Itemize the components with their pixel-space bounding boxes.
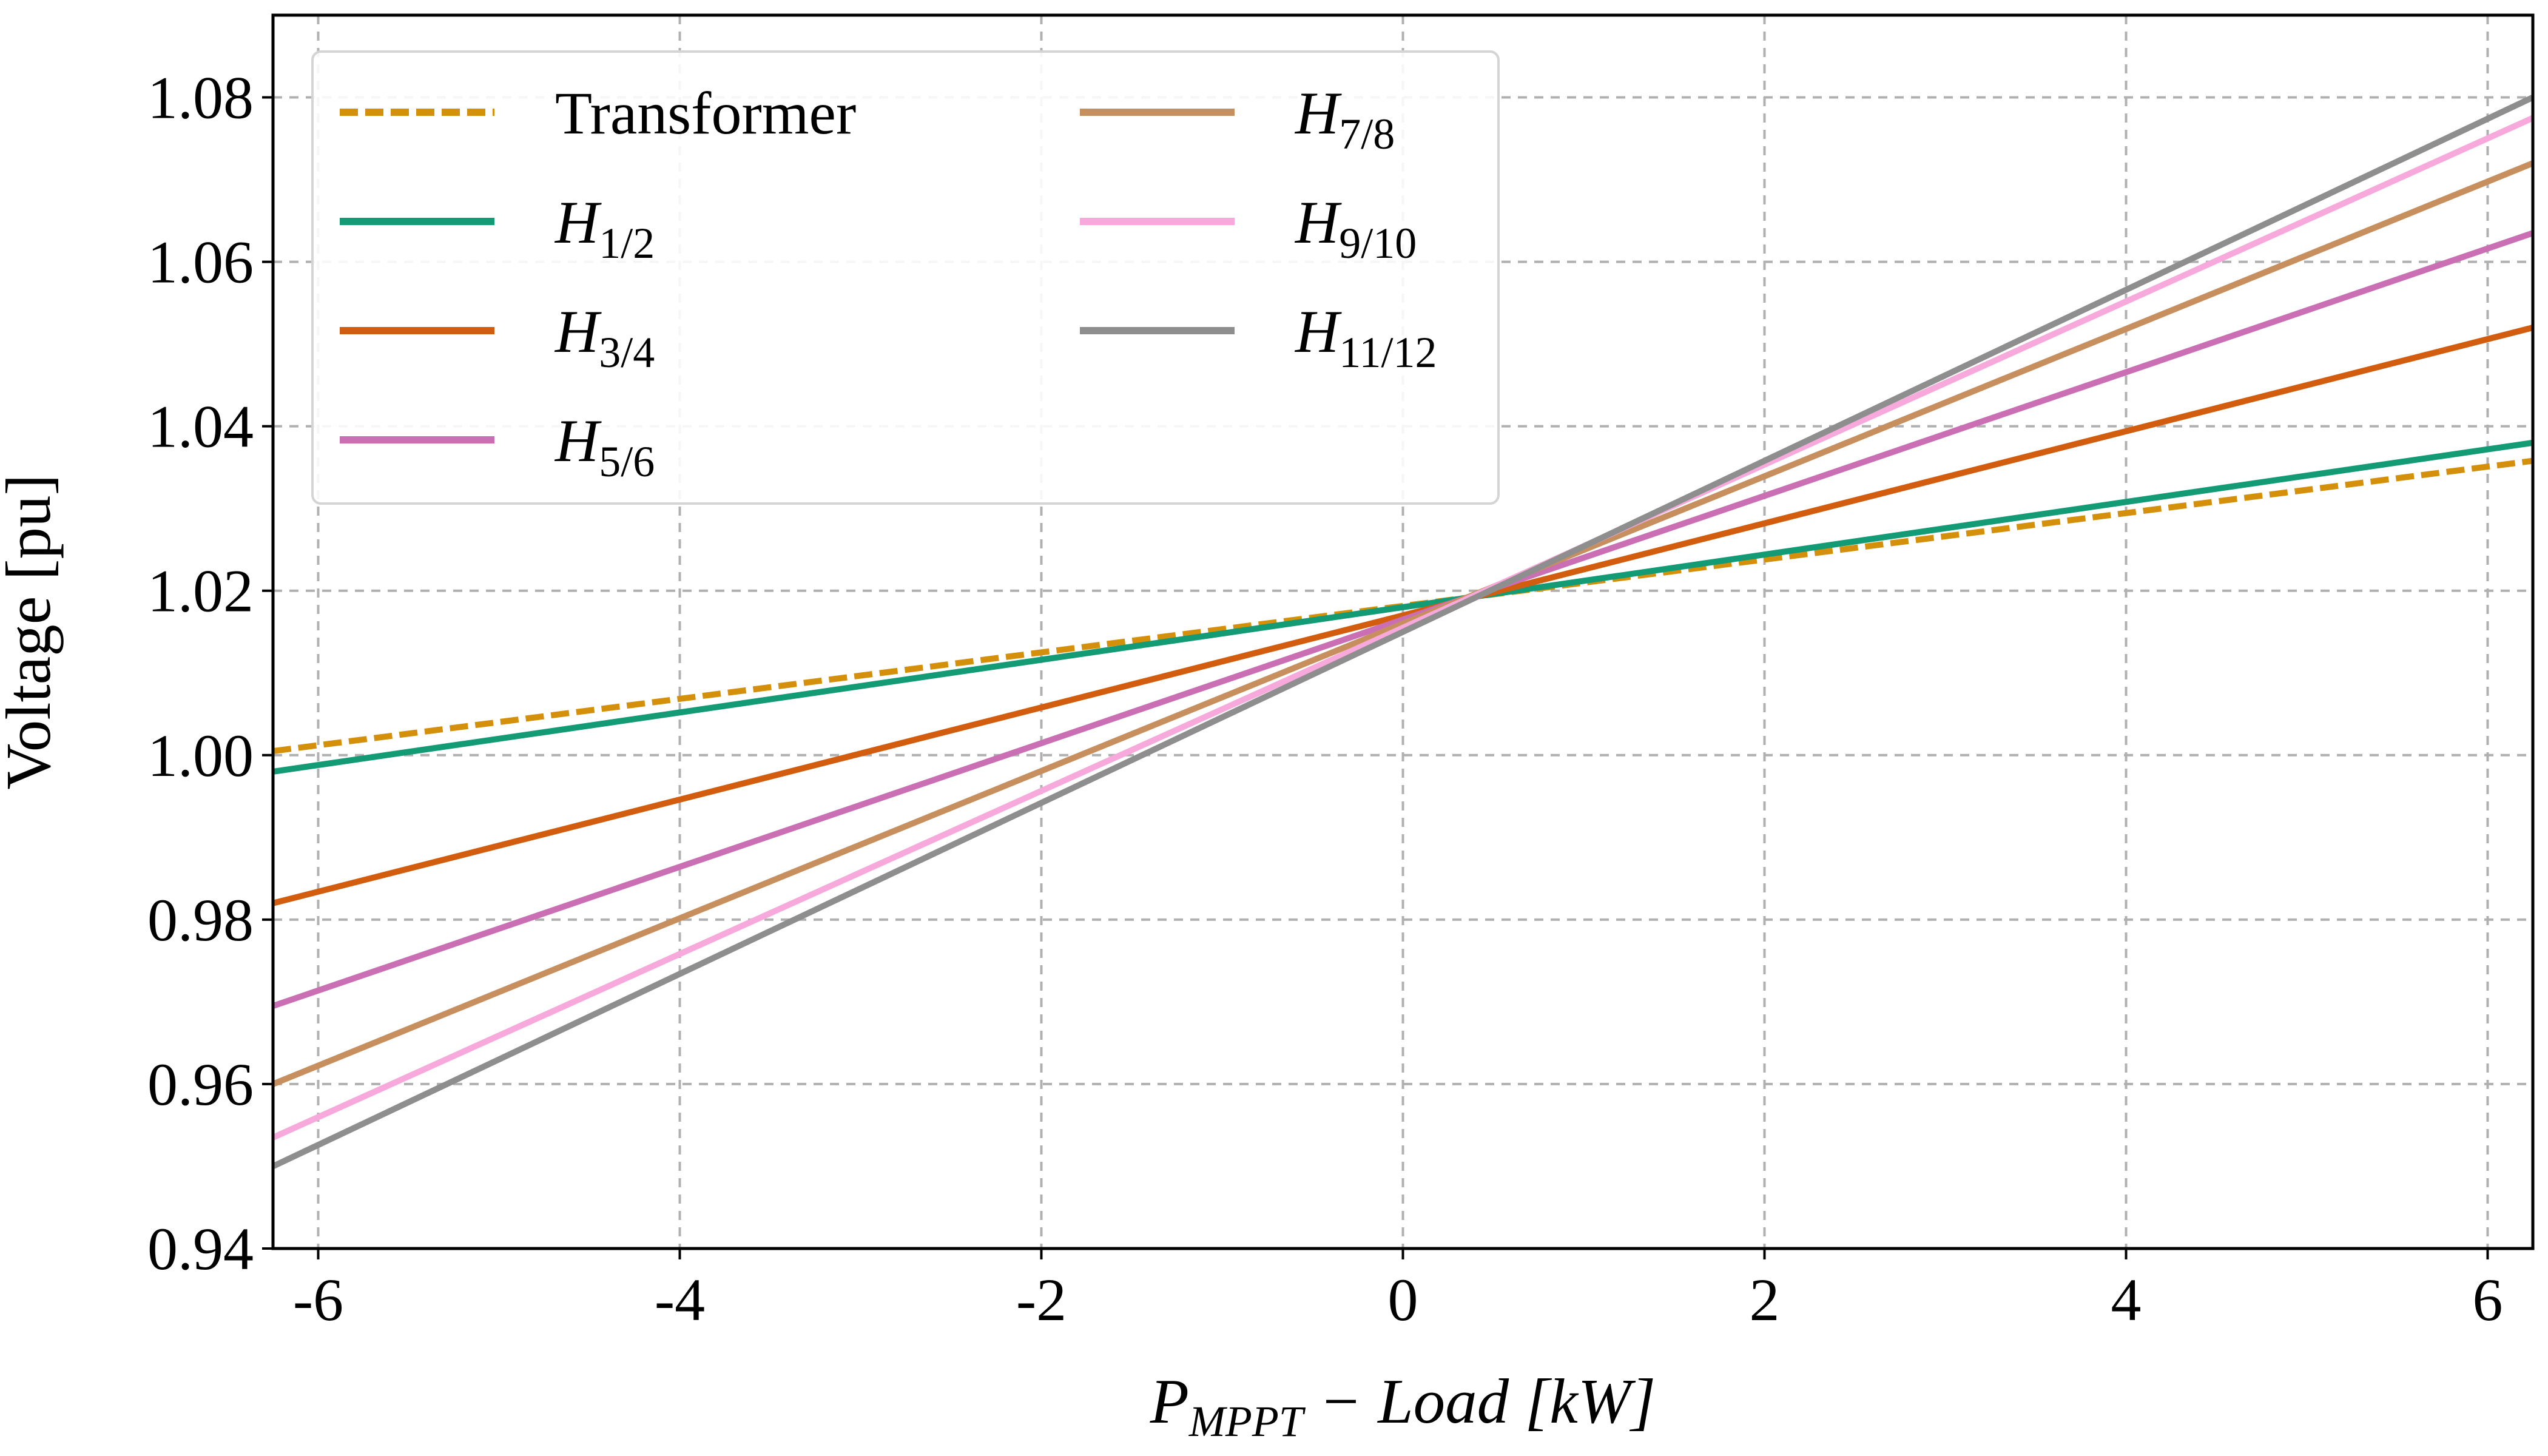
legend-label: H7/8 [1294, 79, 1395, 158]
legend-label-subscript: 11/12 [1339, 328, 1437, 377]
legend-label-base: H [554, 407, 602, 474]
y-tick-label: 1.04 [147, 393, 254, 460]
legend-label-subscript: 5/6 [599, 437, 655, 486]
legend-label: Transformer [555, 79, 856, 147]
y-tick-label: 1.08 [147, 64, 254, 132]
legend-label-base: H [554, 189, 602, 256]
series-line [272, 230, 2534, 1009]
y-tick-label: 0.96 [147, 1051, 254, 1118]
legend-label-base: H [1294, 189, 1342, 256]
legend-label: H1/2 [554, 189, 655, 268]
x-axis-label-subscript: MPPT [1188, 1397, 1306, 1446]
series-line [271, 95, 2535, 1169]
x-axis-label: PMPPT − Load [kW] [1150, 1366, 1656, 1446]
series-line [272, 439, 2533, 775]
x-tick-label: -6 [293, 1266, 343, 1333]
legend-label-subscript: 7/8 [1339, 110, 1395, 158]
y-axis-label: Voltage [pu] [0, 474, 64, 789]
legend-label-subscript: 9/10 [1339, 219, 1417, 268]
y-tick-label: 0.94 [147, 1215, 254, 1282]
legend-label-base: H [1294, 298, 1342, 365]
legend-label: H5/6 [554, 407, 655, 486]
legend-label-subscript: 1/2 [599, 219, 655, 268]
legend-label: H3/4 [554, 298, 655, 377]
x-tick-label: 0 [1388, 1266, 1418, 1333]
x-axis-label-base: P [1150, 1366, 1189, 1437]
y-tick-label: 1.02 [147, 558, 254, 625]
series-line [272, 325, 2534, 906]
x-axis-label-rest: − Load [kW] [1303, 1366, 1656, 1437]
y-tick-label: 1.06 [147, 229, 254, 296]
x-tick-label: 4 [2111, 1266, 2142, 1333]
legend-label-base: Transformer [555, 79, 856, 147]
series-line [271, 115, 2535, 1141]
legend-label-base: H [1294, 79, 1342, 147]
x-tick-label: 6 [2473, 1266, 2503, 1333]
axis-ticks: -6 -4 -2 0 2 4 6 0.94 0.96 0.98 1.00 1.02 1.04 1.06 1.… [147, 64, 2503, 1333]
y-tick-label: 1.00 [147, 722, 254, 789]
legend-label-base: H [554, 298, 602, 365]
series-line [272, 160, 2534, 1087]
legend-label: H9/10 [1294, 189, 1417, 268]
series-lines [271, 95, 2535, 1169]
legend-label-subscript: 3/4 [599, 328, 655, 377]
x-tick-label: -4 [655, 1266, 705, 1333]
legend-label: H11/12 [1294, 298, 1437, 377]
x-tick-label: -2 [1016, 1266, 1067, 1333]
legend-box [311, 50, 1500, 505]
x-tick-label: 2 [1750, 1266, 1780, 1333]
y-tick-label: 0.98 [147, 886, 254, 954]
